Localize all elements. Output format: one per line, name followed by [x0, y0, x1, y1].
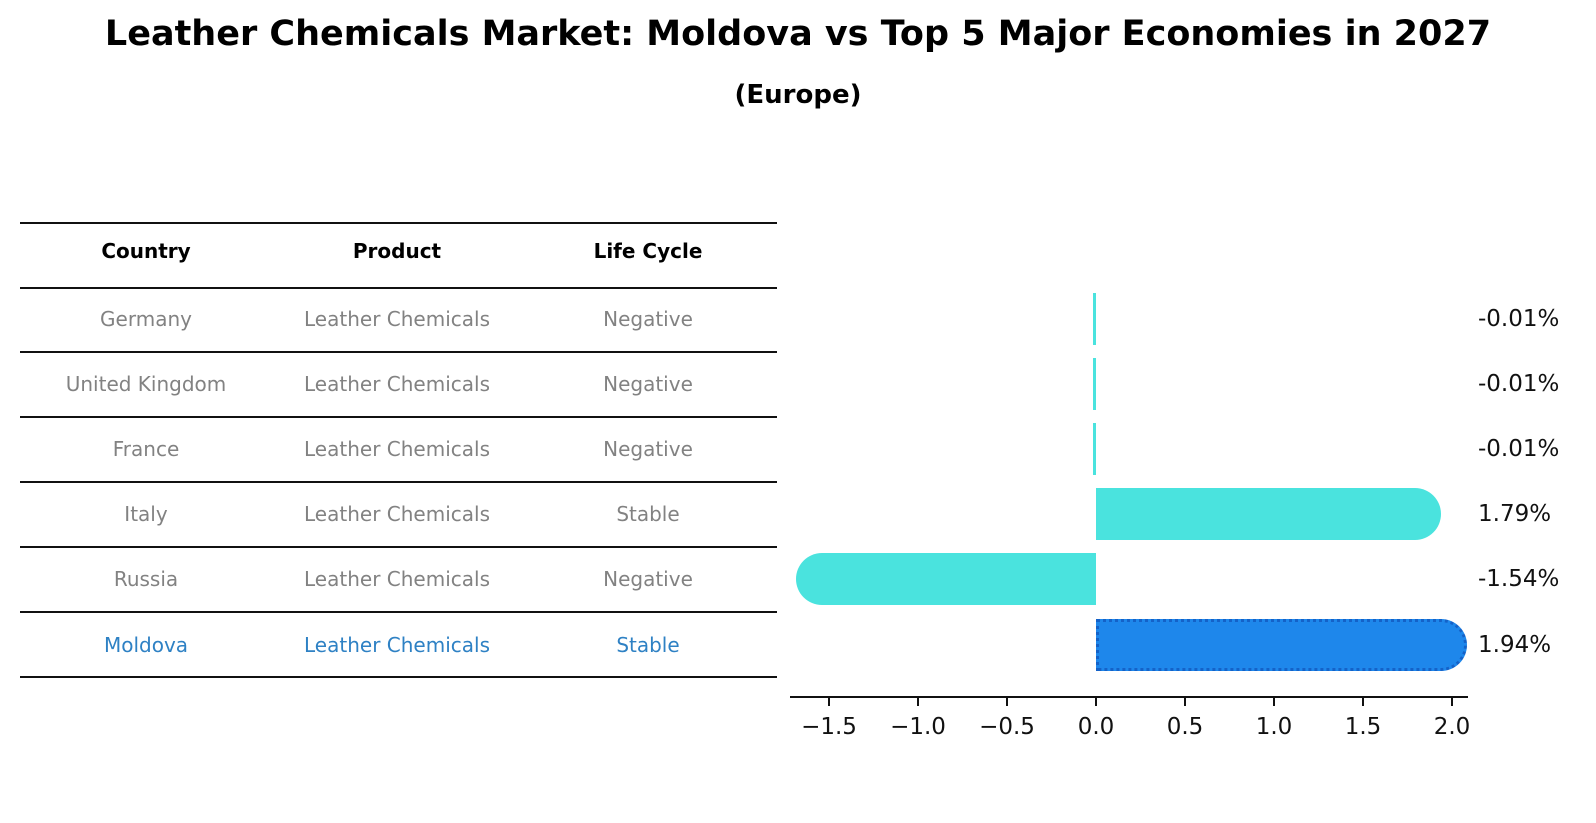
table-divider-line [20, 676, 777, 678]
x-tick-label: 1.5 [1344, 714, 1382, 740]
chart-title: Leather Chemicals Market: Moldova vs Top… [104, 14, 1492, 54]
x-tick-mark [1095, 698, 1097, 706]
table-cell-france-country: France [112, 437, 180, 461]
table-cell-germany-country: Germany [100, 307, 192, 331]
x-tick-mark [1362, 698, 1364, 706]
table-cell-france-product: Leather Chemicals [304, 437, 490, 461]
table-divider-line [20, 546, 777, 548]
x-tick-label: 1.0 [1255, 714, 1293, 740]
x-tick-mark [917, 698, 919, 706]
value-label-germany: -0.01% [1478, 306, 1560, 332]
value-label-russia: -1.54% [1478, 566, 1560, 592]
table-header-country: Country [101, 239, 191, 263]
x-tick-mark [1184, 698, 1186, 706]
x-tick-label: −1.5 [801, 714, 857, 740]
table-divider-line [20, 351, 777, 353]
table-cell-italy-product: Leather Chemicals [304, 502, 490, 526]
x-tick-label: −1.0 [890, 714, 946, 740]
x-tick-label: 0.0 [1077, 714, 1115, 740]
table-cell-united-kingdom-life-cycle: Negative [603, 372, 693, 396]
bar-russia [795, 553, 1096, 605]
x-tick-mark [1006, 698, 1008, 706]
bar-germany [1093, 293, 1096, 345]
table-divider-line [20, 481, 777, 483]
table-divider-line [20, 416, 777, 418]
table-cell-russia-life-cycle: Negative [603, 567, 693, 591]
bar-moldova [1096, 619, 1468, 671]
table-header-life-cycle: Life Cycle [593, 239, 703, 263]
x-tick-label: 0.5 [1166, 714, 1204, 740]
bar-france [1093, 423, 1096, 475]
table-cell-moldova-product: Leather Chemicals [304, 633, 490, 657]
table-cell-france-life-cycle: Negative [603, 437, 693, 461]
x-axis-spine [790, 696, 1468, 698]
table-cell-italy-life-cycle: Stable [616, 502, 680, 526]
table-divider-line [20, 222, 777, 224]
x-tick-label: 2.0 [1433, 714, 1471, 740]
table-divider-line [20, 287, 777, 289]
bar-united-kingdom [1093, 358, 1096, 410]
x-tick-mark [828, 698, 830, 706]
table-cell-italy-country: Italy [124, 502, 168, 526]
table-cell-moldova-country: Moldova [103, 633, 189, 657]
table-divider-line [20, 611, 777, 613]
x-tick-mark [1451, 698, 1453, 706]
table-cell-moldova-life-cycle: Stable [616, 633, 680, 657]
table-header-product: Product [352, 239, 442, 263]
value-label-france: -0.01% [1478, 436, 1560, 462]
value-label-united-kingdom: -0.01% [1478, 371, 1560, 397]
table-cell-russia-product: Leather Chemicals [304, 567, 490, 591]
value-label-italy: 1.79% [1478, 501, 1552, 527]
table-cell-germany-life-cycle: Negative [603, 307, 693, 331]
table-cell-russia-country: Russia [113, 567, 179, 591]
table-cell-germany-product: Leather Chemicals [304, 307, 490, 331]
value-label-moldova: 1.94% [1478, 632, 1552, 658]
bar-italy [1096, 488, 1441, 540]
table-cell-united-kingdom-product: Leather Chemicals [304, 372, 490, 396]
chart-subtitle: (Europe) [734, 80, 862, 110]
x-tick-mark [1273, 698, 1275, 706]
x-tick-label: −0.5 [979, 714, 1035, 740]
table-cell-united-kingdom-country: United Kingdom [65, 372, 227, 396]
